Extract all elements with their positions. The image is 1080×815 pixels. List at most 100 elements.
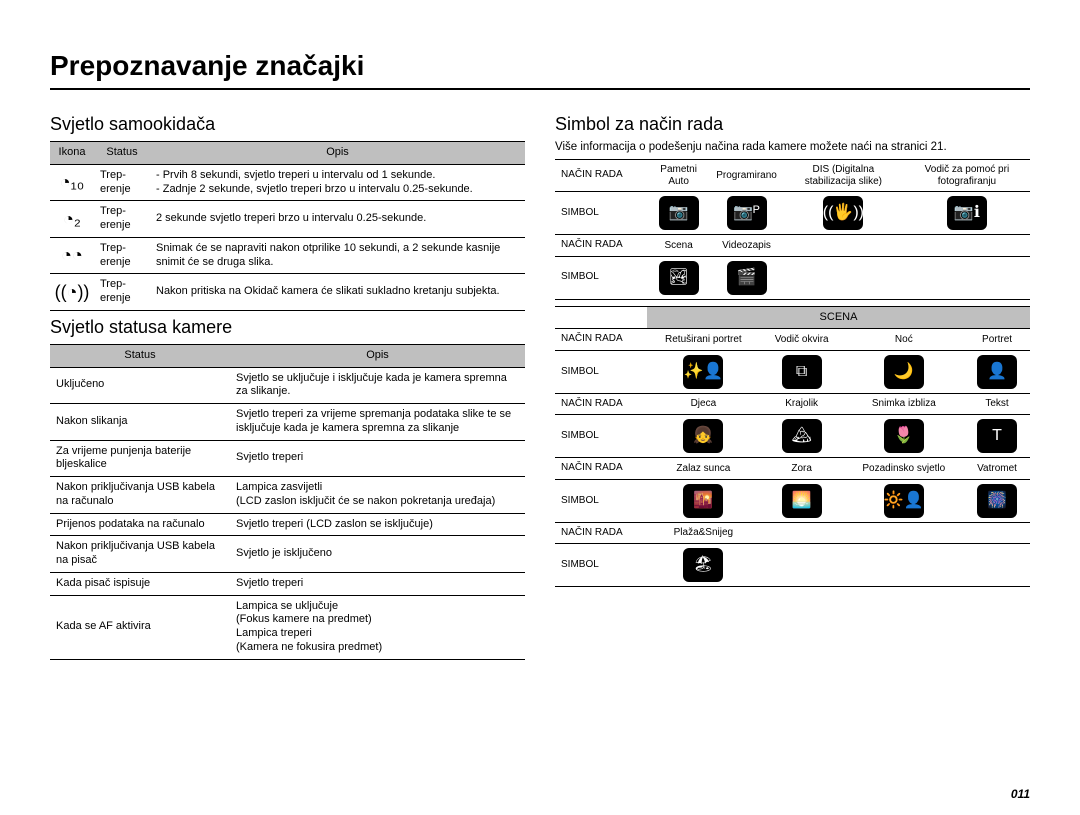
table-cell — [760, 522, 844, 544]
row-label-mode: NAČIN RADA — [555, 458, 647, 480]
table-cell — [783, 235, 904, 257]
table-cell: Noć — [844, 329, 965, 351]
table-cell: Vodič za pomoć pri fotografiranju — [904, 160, 1030, 192]
table-cell: Videozapis — [710, 235, 783, 257]
table-cell: Portret — [964, 329, 1030, 351]
self-timer-heading: Svjetlo samookidača — [50, 114, 525, 135]
camera-status-table: Status Opis UključenoSvjetlo se uključuj… — [50, 344, 525, 660]
dawn-icon: 🌅 — [782, 484, 822, 518]
table-cell — [964, 522, 1030, 544]
scena-table: SCENA NAČIN RADA Retuširani portret Vodi… — [555, 306, 1030, 588]
table-cell: Trep-erenje — [94, 274, 150, 311]
scena-header: SCENA — [647, 306, 1030, 329]
row-label-mode: NAČIN RADA — [555, 160, 647, 192]
table-cell: Lampica se uključuje (Fokus kamere na pr… — [230, 595, 525, 659]
camera-status-heading: Svjetlo statusa kamere — [50, 317, 525, 338]
table-cell: Trep-erenje — [94, 237, 150, 274]
mode-icon-heading: Simbol za način rada — [555, 114, 1030, 135]
page-title: Prepoznavanje značajki — [50, 50, 1030, 82]
table-cell: Kada pisač ispisuje — [50, 572, 230, 595]
th-opis: Opis — [150, 142, 525, 165]
page-number: 011 — [1011, 787, 1030, 801]
table-cell: Programirano — [710, 160, 783, 192]
table-cell: Uključeno — [50, 367, 230, 404]
table-cell: Nakon slikanja — [50, 404, 230, 441]
row-label-symbol: SIMBOL — [555, 544, 647, 587]
table-cell — [844, 522, 965, 544]
table-cell: Pametni Auto — [647, 160, 710, 192]
table-cell: Za vrijeme punjenja baterije bljeskalice — [50, 440, 230, 477]
table-cell: Tekst — [964, 393, 1030, 415]
row-label-mode: NAČIN RADA — [555, 522, 647, 544]
row-label-symbol: SIMBOL — [555, 479, 647, 522]
backlight-icon: 🔆👤 — [884, 484, 924, 518]
th-status: Status — [94, 142, 150, 165]
frame-guide-icon: ⧉ — [782, 355, 822, 389]
table-cell — [904, 235, 1030, 257]
row-label-symbol: SIMBOL — [555, 415, 647, 458]
table-cell: Plaža&Snijeg — [647, 522, 760, 544]
photo-guide-icon: 📷ℹ — [947, 196, 987, 230]
table-cell: - Prvih 8 sekundi, svjetlo treperi u int… — [150, 164, 525, 201]
timer-10s-icon: ◔₁₀ — [58, 172, 86, 194]
program-icon: 📷ᴾ — [727, 196, 767, 230]
table-cell: Scena — [647, 235, 710, 257]
landscape-icon: 🏔 — [782, 419, 822, 453]
row-label-mode: NAČIN RADA — [555, 235, 647, 257]
th-opis2: Opis — [230, 344, 525, 367]
row-label-symbol: SIMBOL — [555, 192, 647, 235]
text-icon: T — [977, 419, 1017, 453]
table-cell: Pozadinsko svjetlo — [844, 458, 965, 480]
table-cell: Svjetlo treperi za vrijeme spremanja pod… — [230, 404, 525, 441]
table-cell: Nakon priključivanja USB kabela na pisač — [50, 536, 230, 573]
row-label-symbol: SIMBOL — [555, 350, 647, 393]
table-cell: Zora — [760, 458, 844, 480]
children-icon: 👧 — [683, 419, 723, 453]
beach-snow-icon: 🏖 — [683, 548, 723, 582]
table-cell: Djeca — [647, 393, 760, 415]
title-rule — [50, 88, 1030, 90]
self-timer-table: Ikona Status Opis ◔₁₀ Trep-erenje - Prvi… — [50, 141, 525, 311]
firework-icon: 🎆 — [977, 484, 1017, 518]
table-cell: Trep-erenje — [94, 201, 150, 238]
row-label-symbol: SIMBOL — [555, 256, 647, 299]
table-cell: Svjetlo treperi — [230, 572, 525, 595]
closeup-icon: 🌷 — [884, 419, 924, 453]
mode-table-1: NAČIN RADA Pametni Auto Programirano DIS… — [555, 159, 1030, 300]
row-label-mode: NAČIN RADA — [555, 329, 647, 351]
table-cell: Retuširani portret — [647, 329, 760, 351]
portrait-icon: 👤 — [977, 355, 1017, 389]
table-cell: Krajolik — [760, 393, 844, 415]
table-cell: Snimak će se napraviti nakon otprilike 1… — [150, 237, 525, 274]
table-cell: Svjetlo je isključeno — [230, 536, 525, 573]
table-cell: Zalaz sunca — [647, 458, 760, 480]
timer-double-icon: ◔◔ — [58, 245, 86, 267]
dis-icon: ((🖐)) — [823, 196, 863, 230]
beauty-shot-icon: ✨👤 — [683, 355, 723, 389]
table-cell: Trep-erenje — [94, 164, 150, 201]
sunset-icon: 🌇 — [683, 484, 723, 518]
table-cell: Vatromet — [964, 458, 1030, 480]
table-cell: Prijenos podataka na računalo — [50, 513, 230, 536]
movie-icon: 🎬 — [727, 261, 767, 295]
table-cell: Svjetlo treperi — [230, 440, 525, 477]
table-cell: Lampica zasvijetli (LCD zaslon isključit… — [230, 477, 525, 514]
th-ikona: Ikona — [50, 142, 94, 165]
timer-motion-icon: ((◔)) — [58, 281, 86, 303]
timer-2s-icon: ◔₂ — [58, 208, 86, 230]
table-cell: Nakon pritiska na Okidač kamera će slika… — [150, 274, 525, 311]
th-status2: Status — [50, 344, 230, 367]
row-label-mode: NAČIN RADA — [555, 393, 647, 415]
table-cell: Snimka izbliza — [844, 393, 965, 415]
table-cell: DIS (Digitalna stabilizacija slike) — [783, 160, 904, 192]
table-cell: Svjetlo se uključuje i isključuje kada j… — [230, 367, 525, 404]
table-cell: Svjetlo treperi (LCD zaslon se isključuj… — [230, 513, 525, 536]
table-cell: Kada se AF aktivira — [50, 595, 230, 659]
table-cell: Nakon priključivanja USB kabela na račun… — [50, 477, 230, 514]
mode-intro-text: Više informacija o podešenju načina rada… — [555, 141, 1030, 153]
smart-auto-icon: 📷 — [659, 196, 699, 230]
table-cell: Vodič okvira — [760, 329, 844, 351]
night-icon: 🌙 — [884, 355, 924, 389]
scene-icon: 🏞 — [659, 261, 699, 295]
table-cell: 2 sekunde svjetlo treperi brzo u interva… — [150, 201, 525, 238]
